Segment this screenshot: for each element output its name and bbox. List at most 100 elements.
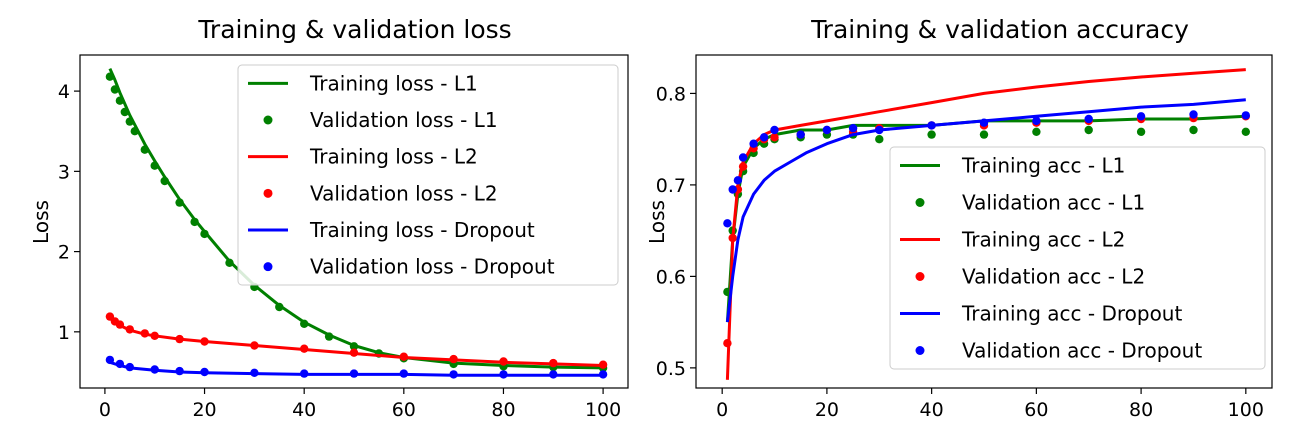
accuracy-series-validation-acc-l1-point [1136, 127, 1146, 136]
loss-series-validation-loss-l1-point [190, 217, 199, 227]
accuracy-series-validation-acc-dropout-point [1241, 111, 1251, 120]
accuracy-xtick-label: 0 [716, 399, 728, 421]
loss-series-validation-loss-l2-point [598, 360, 608, 369]
loss-series-validation-loss-l1-point [349, 342, 359, 351]
accuracy-series-validation-acc-l1-point [1032, 127, 1041, 136]
loss-series-validation-loss-l1-point [130, 127, 139, 136]
loss-xtick-label: 40 [292, 399, 316, 421]
loss-legend-label: Validation loss - L1 [310, 108, 498, 132]
accuracy-legend-label: Training acc - L1 [961, 154, 1125, 178]
loss-series-validation-loss-l2-point [150, 331, 159, 340]
loss-series-validation-loss-l2-point [499, 357, 508, 366]
accuracy-legend-label: Training acc - L2 [961, 228, 1125, 252]
accuracy-xtick-label: 40 [920, 399, 944, 421]
accuracy-series-validation-acc-dropout-point [927, 121, 936, 130]
accuracy-series-validation-acc-l1-point [1189, 125, 1198, 135]
loss-series-validation-loss-dropout-point [349, 369, 359, 378]
accuracy-series-validation-acc-l1-point [875, 135, 884, 144]
loss-chart-title: Training & validation loss [197, 15, 511, 44]
loss-ytick-label: 4 [58, 81, 70, 103]
loss-legend-label: Training loss - L1 [309, 71, 478, 95]
loss-series-validation-loss-l2-point [399, 352, 408, 361]
loss-series-validation-loss-l1-point [120, 107, 129, 117]
loss-series-validation-loss-l1-point [225, 258, 234, 267]
loss-series-validation-loss-l2-point [115, 320, 125, 329]
accuracy-series-validation-acc-l1-point [979, 130, 989, 139]
loss-legend-label: Validation loss - Dropout [310, 255, 555, 279]
loss-chart-ylabel: Loss [29, 200, 53, 244]
loss-legend-marker-swatch [263, 115, 273, 125]
accuracy-series-validation-acc-dropout-point [733, 176, 743, 185]
accuracy-series-validation-acc-l2-point [770, 133, 779, 142]
loss-chart: Training & validation loss Loss 0 20 40 60 8… [29, 15, 629, 421]
loss-series-validation-loss-dropout-point [175, 366, 184, 376]
loss-legend-label: Validation loss - L2 [310, 181, 498, 205]
loss-series-validation-loss-l1-point [275, 302, 284, 312]
loss-series-validation-loss-l1-point [324, 332, 334, 341]
accuracy-series-validation-acc-l1-point [927, 130, 936, 139]
loss-ytick-label: 1 [58, 322, 70, 344]
loss-series-validation-loss-dropout-point [105, 355, 115, 365]
accuracy-legend-label: Validation acc - Dropout [962, 339, 1202, 363]
accuracy-series-validation-acc-dropout-point [770, 125, 779, 135]
loss-series-validation-loss-dropout-point [598, 370, 608, 379]
accuracy-legend-marker-swatch [915, 272, 925, 281]
accuracy-xtick-label: 60 [1024, 399, 1048, 421]
loss-legend-marker-swatch [263, 188, 273, 198]
loss-series-validation-loss-l2-point [125, 325, 134, 334]
loss-series-validation-loss-l2-point [140, 329, 149, 338]
loss-series-validation-loss-dropout-point [250, 368, 259, 377]
loss-series-validation-loss-l1-point [175, 198, 184, 207]
loss-series-validation-loss-l2-point [300, 344, 309, 353]
loss-series-validation-loss-l2-point [349, 348, 359, 357]
loss-legend-marker-swatch [263, 262, 273, 272]
loss-xtick-label: 100 [585, 399, 621, 421]
accuracy-series-validation-acc-dropout-point [1032, 116, 1041, 126]
loss-series-validation-loss-dropout-point [125, 362, 134, 372]
loss-series-validation-loss-l1-point [150, 161, 159, 170]
loss-axes-frame [79, 54, 629, 389]
accuracy-legend-label: Training acc - Dropout [961, 302, 1182, 326]
loss-series-validation-loss-l1-point [105, 72, 115, 81]
loss-legend-label: Training loss - L2 [309, 145, 478, 169]
loss-series-validation-loss-l1-point [125, 117, 134, 126]
loss-series-training-loss-l2-line [108, 317, 604, 367]
accuracy-chart-ylabel: Loss [645, 200, 669, 244]
loss-xtick-label: 80 [491, 399, 515, 421]
accuracy-series-validation-acc-l1-point [1241, 127, 1251, 136]
accuracy-series-validation-acc-dropout-point [1084, 114, 1093, 124]
accuracy-chart: Training & validation accuracy Loss 0 20 4… [645, 15, 1273, 421]
accuracy-series-validation-acc-dropout-point [749, 139, 758, 148]
loss-series-validation-loss-dropout-point [449, 370, 458, 379]
accuracy-chart-plot-area: 0 20 40 60 80 100 0.5 0.6 0.7 0.8 Training acc - L… [656, 54, 1273, 421]
loss-series-validation-loss-l1-point [140, 145, 149, 154]
loss-legend [237, 64, 619, 286]
loss-series-validation-loss-dropout-point [300, 369, 309, 378]
accuracy-xtick-label: 80 [1129, 399, 1153, 421]
accuracy-legend-marker-swatch [915, 198, 925, 207]
accuracy-series-validation-acc-dropout-point [738, 153, 748, 162]
loss-series-validation-loss-l1-point [115, 96, 125, 105]
accuracy-xtick-label: 100 [1228, 399, 1264, 421]
accuracy-series-validation-acc-dropout-point [848, 124, 858, 133]
loss-series-validation-loss-dropout-point [499, 370, 508, 379]
accuracy-ytick-label: 0.7 [656, 175, 686, 197]
accuracy-legend [889, 146, 1266, 370]
loss-ytick-label: 2 [58, 242, 70, 264]
accuracy-series-validation-acc-dropout-point [822, 125, 832, 135]
loss-series-validation-loss-l1-point [110, 85, 120, 94]
accuracy-series-validation-acc-dropout-point [1136, 112, 1146, 121]
accuracy-series-validation-acc-l1-point [1084, 125, 1093, 135]
accuracy-series-validation-acc-dropout-point [759, 133, 769, 142]
loss-ytick-label: 3 [58, 161, 70, 183]
loss-chart-plot-area: 0 20 40 60 80 100 1 2 3 4 Training loss - L1 Valida… [58, 54, 629, 421]
loss-series-validation-loss-l1-point [160, 176, 169, 186]
loss-series-validation-loss-dropout-point [150, 365, 159, 374]
accuracy-axes-frame [695, 54, 1273, 389]
accuracy-legend-marker-swatch [915, 346, 925, 355]
loss-series-validation-loss-l2-point [200, 337, 209, 346]
accuracy-series-training-acc-dropout-line [725, 98, 1246, 323]
loss-xtick-label: 20 [192, 399, 216, 421]
accuracy-series-validation-acc-dropout-point [979, 118, 989, 127]
loss-series-validation-loss-dropout-point [399, 369, 408, 378]
